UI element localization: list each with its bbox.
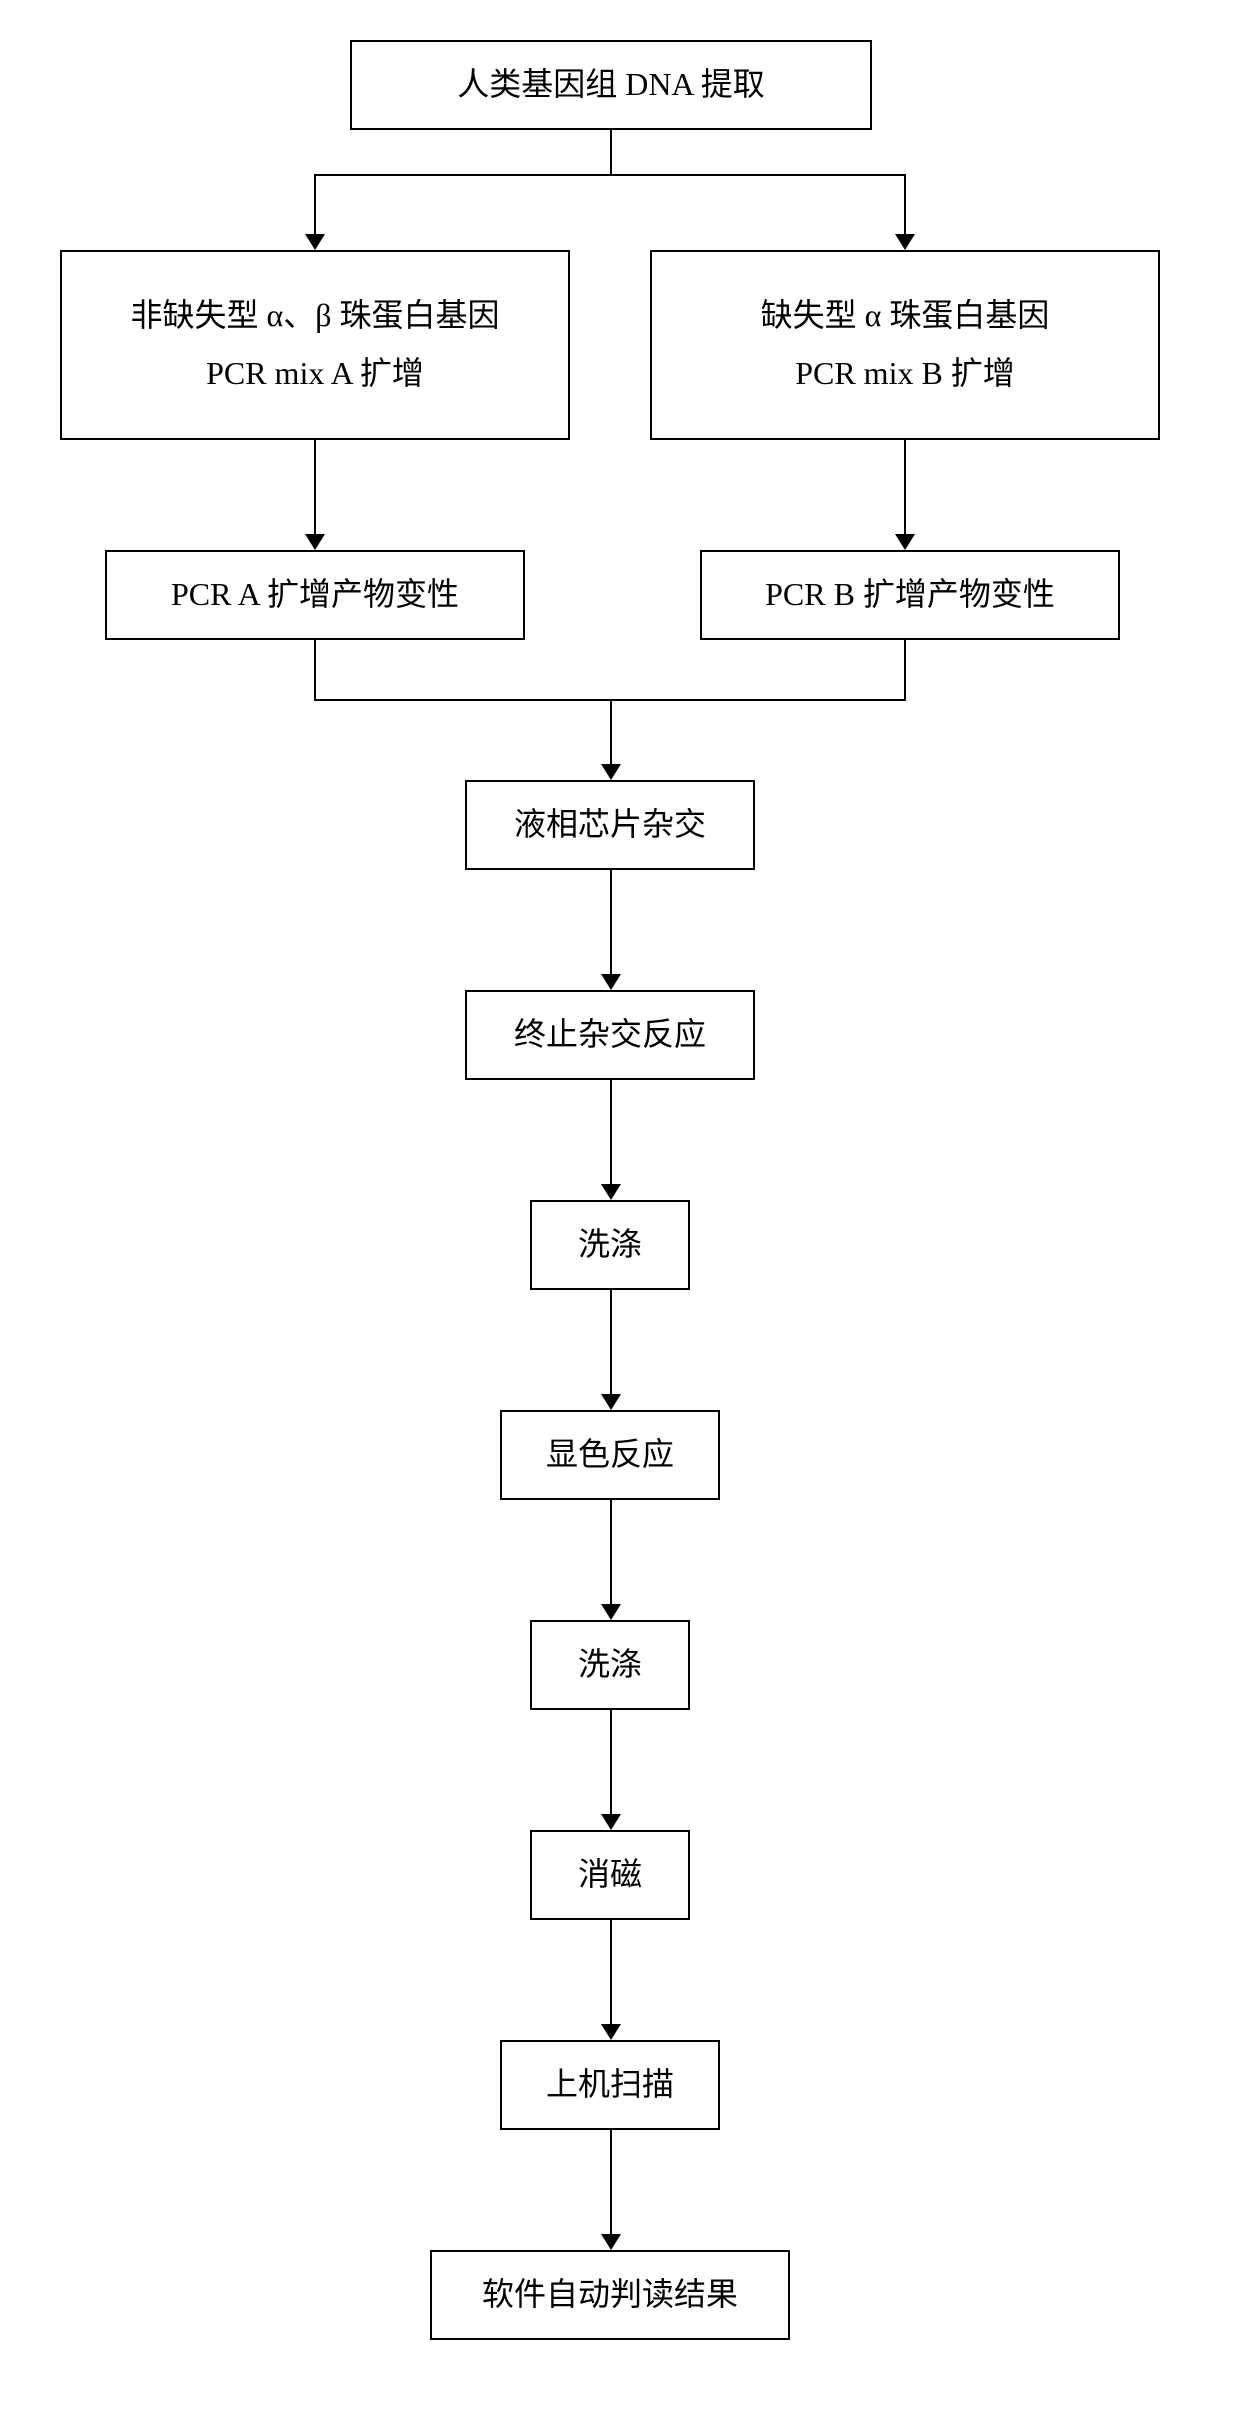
node-text: 上机扫描 [546,2056,674,2114]
flowchart-arrowhead [601,2024,621,2040]
flowchart-node-n1b: 缺失型 α 珠蛋白基因PCR mix B 扩增 [650,250,1160,440]
flowchart-edge-segment [610,1710,612,1814]
node-text-line1: 非缺失型 α、β 珠蛋白基因 [130,287,499,345]
flowchart-arrowhead [601,1394,621,1410]
flowchart-arrowhead [895,234,915,250]
flowchart-edge-segment [314,175,316,234]
flowchart-node-n1a: 非缺失型 α、β 珠蛋白基因PCR mix A 扩增 [60,250,570,440]
flowchart-arrowhead [601,2234,621,2250]
flowchart-edge-segment [610,700,612,764]
flowchart-arrowhead [601,974,621,990]
node-text: PCR A 扩增产物变性 [171,566,459,624]
flowchart-edge-segment [314,440,316,534]
flowchart-node-n5: 洗涤 [530,1200,690,1290]
flowchart-node-n7: 洗涤 [530,1620,690,1710]
flowchart-edge-segment [904,175,906,234]
flowchart-edge-segment [314,174,906,176]
node-text: 洗涤 [578,1636,642,1694]
node-text: 消磁 [578,1846,642,1904]
flowchart-edge-segment [904,640,906,700]
node-text-line1: 缺失型 α 珠蛋白基因 [761,287,1050,345]
flowchart-arrowhead [601,1814,621,1830]
flowchart-node-n6: 显色反应 [500,1410,720,1500]
node-text-line2: PCR mix B 扩增 [795,345,1015,403]
flowchart-arrowhead [305,234,325,250]
flowchart-edge-segment [314,640,316,700]
node-text: 显色反应 [546,1426,674,1484]
flowchart-node-n9: 上机扫描 [500,2040,720,2130]
flowchart-node-n0: 人类基因组 DNA 提取 [350,40,872,130]
node-text: PCR B 扩增产物变性 [765,566,1055,624]
flowchart-arrowhead [601,1604,621,1620]
flowchart-arrowhead [601,1184,621,1200]
flowchart-arrowhead [601,764,621,780]
flowchart-edge-segment [610,1500,612,1604]
flowchart-arrowhead [305,534,325,550]
flowchart-edge-segment [610,1080,612,1184]
flowchart-edge-segment [610,2130,612,2234]
flowchart-node-n10: 软件自动判读结果 [430,2250,790,2340]
node-text-line2: PCR mix A 扩增 [206,345,424,403]
flowchart-node-n8: 消磁 [530,1830,690,1920]
node-text: 洗涤 [578,1216,642,1274]
flowchart-node-n2a: PCR A 扩增产物变性 [105,550,525,640]
flowchart-container: 人类基因组 DNA 提取非缺失型 α、β 珠蛋白基因PCR mix A 扩增缺失… [0,0,1237,2427]
node-text: 软件自动判读结果 [482,2266,738,2324]
node-text: 人类基因组 DNA 提取 [457,56,765,114]
flowchart-edge-segment [610,130,612,175]
flowchart-edge-segment [610,870,612,974]
flowchart-node-n2b: PCR B 扩增产物变性 [700,550,1120,640]
flowchart-edge-segment [904,440,906,534]
flowchart-node-n4: 终止杂交反应 [465,990,755,1080]
flowchart-node-n3: 液相芯片杂交 [465,780,755,870]
node-text: 终止杂交反应 [514,1006,706,1064]
flowchart-arrowhead [895,534,915,550]
node-text: 液相芯片杂交 [514,796,706,854]
flowchart-edge-segment [610,1290,612,1394]
flowchart-edge-segment [610,1920,612,2024]
